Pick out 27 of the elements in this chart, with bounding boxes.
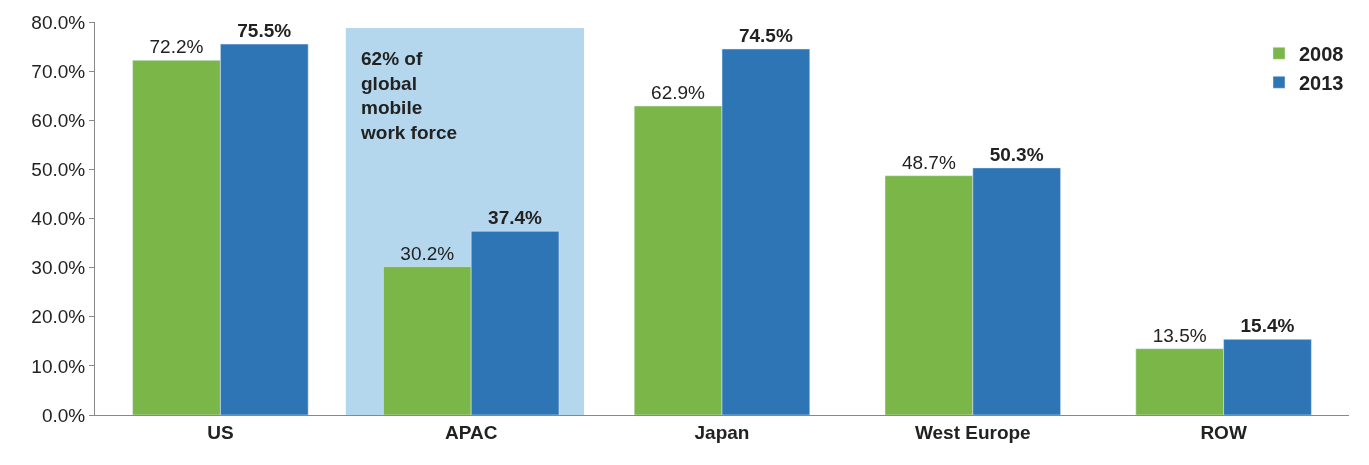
y-tick-label: 0.0% xyxy=(41,404,86,426)
data-label: 48.7% xyxy=(901,151,956,173)
y-tick-label: 20.0% xyxy=(31,306,86,328)
data-label: 15.4% xyxy=(1240,315,1295,337)
y-tick-label: 40.0% xyxy=(31,208,86,230)
x-tick-label: ROW xyxy=(1200,421,1247,443)
x-tick-label: West Europe xyxy=(914,421,1031,443)
legend-label: 2013 xyxy=(1299,72,1344,95)
data-label: 50.3% xyxy=(989,143,1044,165)
data-label: 74.5% xyxy=(738,25,793,47)
data-label: 75.5% xyxy=(237,20,292,42)
data-label: 72.2% xyxy=(149,36,204,58)
x-tick-label: Japan xyxy=(694,421,750,443)
y-tick-label: 10.0% xyxy=(31,355,86,377)
legend-label: 2008 xyxy=(1299,43,1344,66)
x-tick-label: APAC xyxy=(444,421,498,443)
data-label: 30.2% xyxy=(400,242,455,264)
band-label: 62% of global mobile work force xyxy=(360,48,458,144)
data-label: 37.4% xyxy=(488,207,543,229)
y-tick-label: 70.0% xyxy=(31,60,86,82)
x-tick-label: US xyxy=(207,421,234,443)
y-tick-label: 30.0% xyxy=(31,257,86,279)
data-label: 13.5% xyxy=(1152,324,1207,346)
y-tick-label: 60.0% xyxy=(31,109,86,131)
data-label: 62.9% xyxy=(651,82,706,103)
y-tick-label: 80.0% xyxy=(31,11,86,33)
y-tick-label: 50.0% xyxy=(31,159,86,181)
